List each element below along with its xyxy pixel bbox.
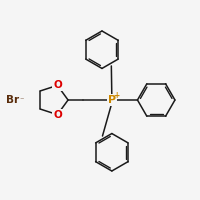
Text: O: O xyxy=(53,80,62,90)
Text: P: P xyxy=(108,95,116,105)
Text: +: + xyxy=(113,91,119,100)
Text: ⁻: ⁻ xyxy=(20,95,24,104)
Text: Br: Br xyxy=(6,95,19,105)
Text: O: O xyxy=(53,110,62,120)
